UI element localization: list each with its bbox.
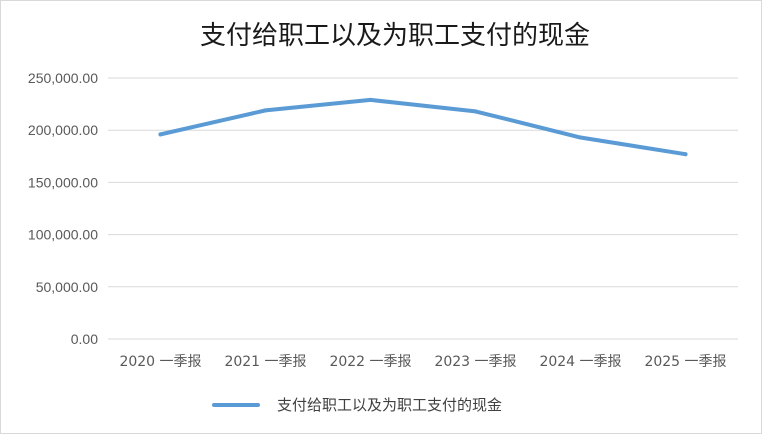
y-tick-label: 0.00 [71, 331, 98, 347]
data-point [578, 135, 583, 140]
x-category-label: 2023 一季报 [434, 354, 516, 370]
x-category-label: 2024 一季报 [539, 354, 621, 370]
data-point [683, 152, 688, 157]
gridlines [108, 77, 738, 340]
y-tick-label: 100,000.00 [28, 227, 98, 243]
x-category-label: 2025 一季报 [644, 354, 726, 370]
y-tick-label: 200,000.00 [28, 122, 98, 138]
series-lines [158, 97, 688, 157]
y-tick-label: 50,000.00 [36, 279, 98, 295]
data-point [158, 132, 163, 137]
data-point [263, 108, 268, 113]
x-category-label: 2022 一季报 [329, 354, 411, 370]
x-category-label: 2020 一季报 [119, 354, 201, 370]
x-category-label: 2021 一季报 [224, 354, 306, 370]
y-tick-label: 150,000.00 [28, 174, 98, 190]
legend: 支付给职工以及为职工支付的现金 [212, 396, 502, 414]
chart-title: 支付给职工以及为职工支付的现金 [200, 21, 590, 51]
x-axis-categories: 2020 一季报 2021 一季报 2022 一季报 2023 一季报 2024 一季报… [119, 354, 726, 370]
y-axis-ticks: 0.00 50,000.00 100,000.00 150,000.00 200,000… [28, 70, 98, 347]
series-line-0 [158, 97, 688, 157]
data-point [473, 109, 478, 114]
y-tick-label: 250,000.00 [28, 70, 98, 86]
data-point [368, 97, 373, 102]
legend-label: 支付给职工以及为职工支付的现金 [277, 396, 502, 414]
